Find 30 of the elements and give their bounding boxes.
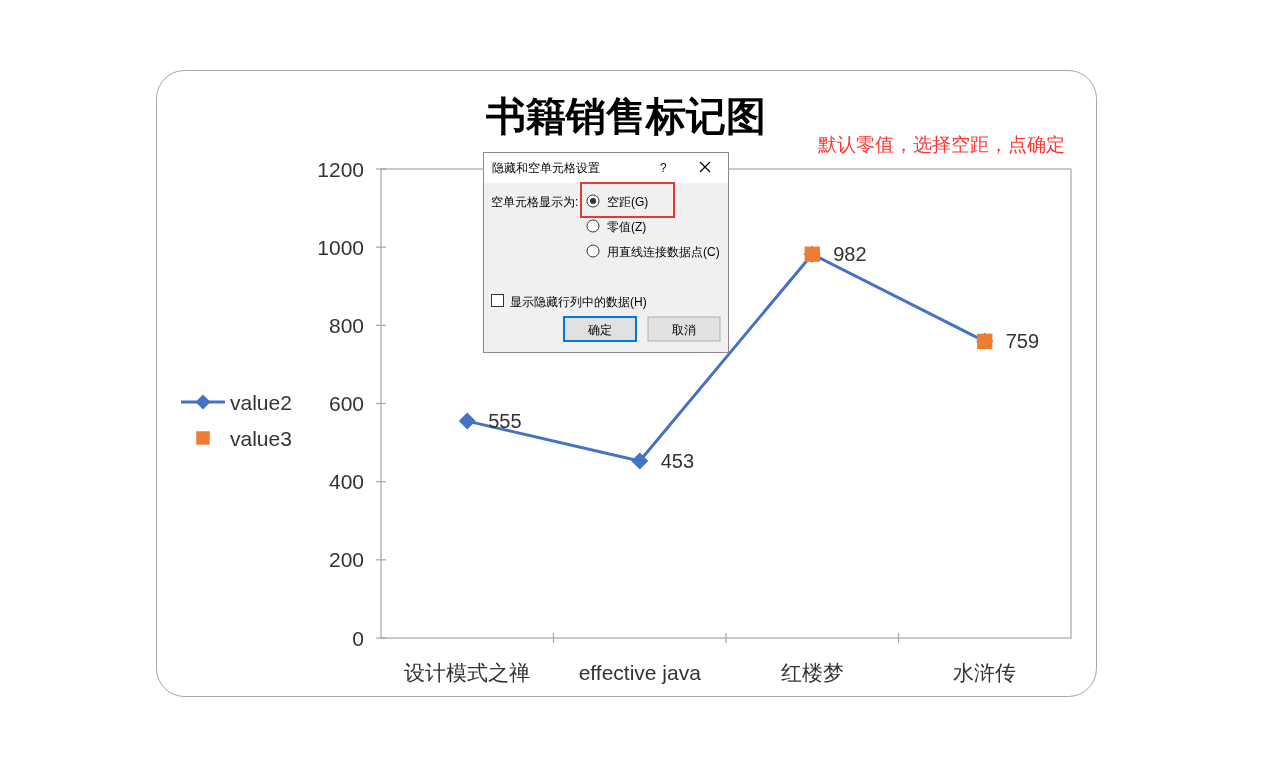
y-tick-label: 400 bbox=[328, 470, 364, 494]
x-tick-label: effective java bbox=[578, 660, 702, 684]
y-tick-label: 1000 bbox=[317, 235, 364, 259]
annotation: 显示隐藏行列中的数据(H) bbox=[510, 295, 647, 309]
point bbox=[458, 412, 476, 430]
annotation: 确定 bbox=[587, 323, 612, 337]
chart-title: 书籍销售标记图 bbox=[486, 94, 766, 138]
data-label: 555 bbox=[488, 410, 522, 433]
annotation: 空单元格显示为: bbox=[491, 195, 579, 209]
y-tick-label: 1200 bbox=[317, 157, 364, 181]
x-tick-label: 红楼梦 bbox=[780, 660, 844, 684]
x-tick-label: 设计模式之禅 bbox=[404, 660, 531, 684]
legend-label: value2 bbox=[230, 390, 292, 414]
data-label: 453 bbox=[660, 449, 695, 472]
data-label: 759 bbox=[1005, 330, 1040, 353]
y-tick-label: 800 bbox=[328, 313, 364, 337]
y-tick-label: 200 bbox=[328, 548, 364, 572]
annotation: 零值(Z) bbox=[607, 220, 647, 234]
y-tick-label: 600 bbox=[328, 392, 364, 415]
annotation: 用直线连接数据点(C) bbox=[607, 245, 720, 259]
annotation: 空距(G) bbox=[607, 195, 649, 209]
point bbox=[631, 452, 649, 470]
legend-label: value3 bbox=[230, 426, 292, 450]
y-tick-label: 0 bbox=[352, 626, 364, 650]
text: 隐藏和空单元格设置 bbox=[492, 161, 600, 175]
annotation: ? bbox=[660, 161, 667, 175]
data-label: 982 bbox=[833, 243, 867, 266]
annotation: 取消 bbox=[672, 323, 696, 337]
text: 默认零值，选择空距，点确定 bbox=[817, 134, 1065, 155]
x-tick-label: 水浒传 bbox=[953, 660, 1017, 684]
